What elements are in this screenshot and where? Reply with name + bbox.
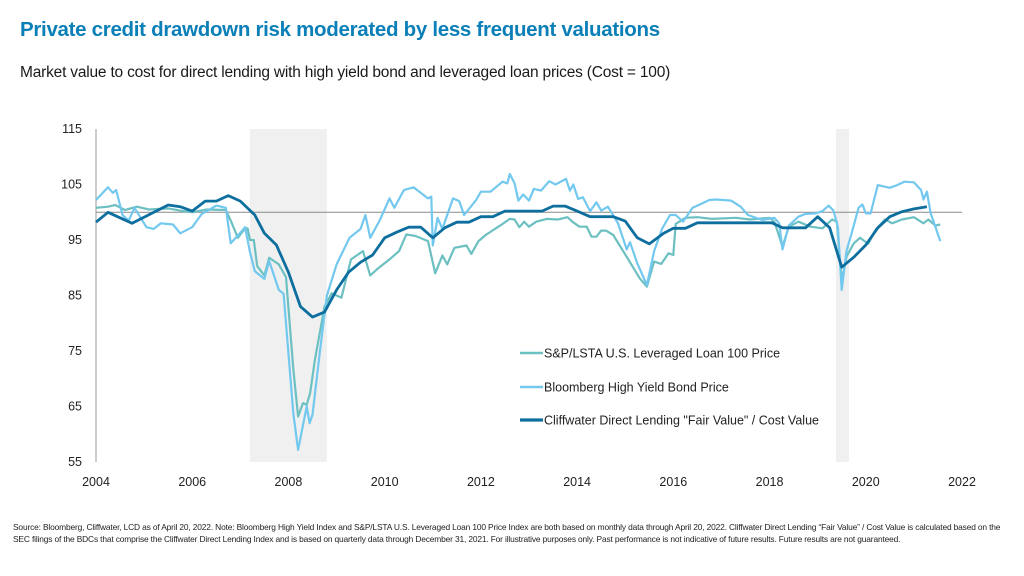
x-tick-label: 2018 bbox=[756, 475, 784, 489]
x-tick-label: 2006 bbox=[178, 475, 206, 489]
shaded-periods bbox=[249, 129, 849, 462]
x-tick-label: 2004 bbox=[82, 475, 110, 489]
x-tick-label: 2022 bbox=[948, 475, 976, 489]
series-line-1 bbox=[95, 172, 942, 451]
series-line-2 bbox=[95, 194, 928, 319]
x-tick-label: 2010 bbox=[371, 475, 399, 489]
x-tick-labels: 2004 2006 2008 2010 2012 2014 2016 2018 2020 2022 bbox=[82, 475, 976, 489]
series-line-0 bbox=[95, 203, 941, 418]
legend-item: S&P/LSTA U.S. Leveraged Loan 100 Price bbox=[520, 347, 780, 361]
chart-title: Private credit drawdown risk moderated b… bbox=[20, 18, 660, 41]
chart-subtitle: Market value to cost for direct lending … bbox=[20, 64, 671, 81]
y-tick-label: 85 bbox=[68, 289, 82, 303]
y-tick-label: 115 bbox=[62, 122, 82, 136]
legend-label: Bloomberg High Yield Bond Price bbox=[544, 381, 729, 395]
y-tick-label: 95 bbox=[68, 233, 82, 247]
y-tick-label: 75 bbox=[68, 344, 82, 358]
series-lines bbox=[95, 172, 942, 451]
legend-label: S&P/LSTA U.S. Leveraged Loan 100 Price bbox=[544, 347, 780, 361]
legend-item: Bloomberg High Yield Bond Price bbox=[520, 381, 729, 395]
y-tick-label: 55 bbox=[68, 455, 82, 469]
y-tick-label: 65 bbox=[68, 400, 82, 414]
source-footnote: Source: Bloomberg, Cliffwater, LCD as of… bbox=[13, 522, 1001, 544]
x-tick-label: 2012 bbox=[467, 475, 495, 489]
legend: S&P/LSTA U.S. Leveraged Loan 100 Price Bl… bbox=[520, 347, 819, 428]
x-tick-label: 2020 bbox=[852, 475, 880, 489]
recession-shading bbox=[835, 129, 849, 462]
y-tick-label: 105 bbox=[61, 178, 82, 192]
legend-item: Cliffwater Direct Lending "Fair Value" /… bbox=[520, 414, 819, 428]
x-tick-label: 2014 bbox=[563, 475, 591, 489]
legend-label: Cliffwater Direct Lending "Fair Value" /… bbox=[544, 414, 819, 428]
y-tick-labels: 115 105 95 85 75 65 55 bbox=[61, 122, 82, 469]
x-tick-label: 2008 bbox=[275, 475, 303, 489]
x-tick-label: 2016 bbox=[659, 475, 687, 489]
